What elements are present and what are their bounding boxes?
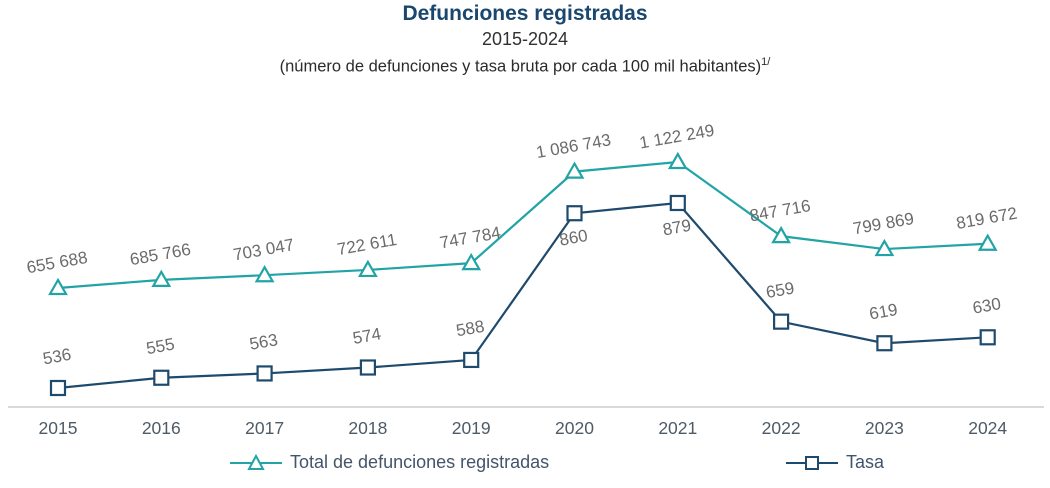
chart-title: Defunciones registradas — [402, 2, 648, 25]
data-point-tasa-2023 — [876, 335, 893, 352]
data-point-total-2021 — [667, 151, 688, 170]
data-point-total-2015 — [48, 277, 68, 296]
data-point-tasa-2016 — [153, 369, 170, 386]
x-axis-label-2020: 2020 — [555, 418, 594, 438]
data-point-total-2020 — [564, 161, 585, 179]
data-point-total-2023 — [874, 238, 895, 257]
data-label-tasa-2020: 860 — [558, 226, 589, 250]
data-point-tasa-2020 — [566, 205, 583, 222]
data-point-tasa-2018 — [359, 359, 376, 376]
x-axis-label-2019: 2019 — [452, 418, 491, 438]
data-label-tasa-2023: 619 — [868, 300, 899, 324]
data-label-tasa-2022: 659 — [765, 278, 796, 302]
legend-marker-total-triangle-icon — [230, 453, 282, 470]
data-label-total-2024: 819 672 — [955, 204, 1019, 233]
data-label-tasa-2015: 536 — [41, 345, 72, 369]
data-label-tasa-2019: 588 — [455, 317, 486, 341]
data-label-total-2023: 799 869 — [852, 209, 916, 238]
data-label-total-2020: 1 086 743 — [535, 130, 613, 162]
legend-label-tasa: Tasa — [846, 452, 885, 472]
data-point-total-2016 — [151, 269, 172, 287]
data-label-tasa-2018: 574 — [351, 324, 382, 348]
data-label-total-2022: 847 716 — [748, 196, 812, 225]
data-label-tasa-2021: 879 — [661, 216, 692, 240]
data-point-tasa-2015 — [49, 379, 67, 397]
x-axis-label-2015: 2015 — [39, 418, 78, 438]
data-point-total-2019 — [461, 252, 482, 271]
legend-label-total: Total de defunciones registradas — [290, 452, 550, 472]
chart-period: 2015-2024 — [481, 29, 569, 49]
legend: Total de defunciones registradas Tasa — [0, 452, 1050, 482]
data-point-total-2018 — [358, 259, 378, 278]
data-point-tasa-2019 — [463, 351, 480, 369]
data-label-total-2017: 703 047 — [232, 235, 296, 264]
data-label-total-2016: 685 766 — [128, 240, 192, 269]
series-line-total — [57, 160, 988, 290]
data-label-total-2019: 747 784 — [438, 223, 502, 252]
data-label-tasa-2024: 630 — [971, 294, 1002, 318]
x-axis-label-2022: 2022 — [762, 418, 801, 438]
chart-note: (número de defunciones y tasa bruta por … — [0, 51, 1050, 78]
data-point-total-2022 — [771, 225, 791, 244]
data-label-total-2015: 655 688 — [25, 248, 89, 277]
data-label-total-2018: 722 611 — [336, 230, 399, 259]
x-axis-label-2018: 2018 — [348, 418, 387, 438]
x-axis-label-2017: 2017 — [245, 418, 284, 438]
chart-header: Defunciones registradas 2015-2024 (númer… — [0, 0, 1050, 78]
x-axis-label-2016: 2016 — [142, 418, 181, 438]
data-point-tasa-2017 — [256, 365, 273, 382]
data-label-tasa-2017: 563 — [248, 330, 279, 354]
data-point-total-2017 — [254, 264, 275, 283]
x-axis-label-2024: 2024 — [968, 418, 1007, 438]
chart-note-superscript: 1/ — [761, 56, 771, 68]
chart-note-text: (número de defunciones y tasa bruta por … — [279, 57, 762, 76]
data-label-total-2021: 1 122 249 — [638, 121, 716, 153]
series-line-tasa — [57, 201, 988, 390]
x-axis-label-2021: 2021 — [658, 418, 697, 438]
data-point-tasa-2024 — [979, 329, 996, 346]
x-axis-label-2023: 2023 — [865, 418, 904, 438]
legend-marker-tasa-square-icon — [786, 455, 838, 470]
data-point-total-2024 — [977, 233, 998, 251]
data-point-tasa-2022 — [772, 313, 790, 330]
data-point-tasa-2021 — [669, 194, 686, 212]
legend-item-total: Total de defunciones registradas — [230, 452, 549, 473]
legend-item-tasa: Tasa — [786, 452, 884, 473]
data-label-tasa-2016: 555 — [145, 335, 176, 359]
